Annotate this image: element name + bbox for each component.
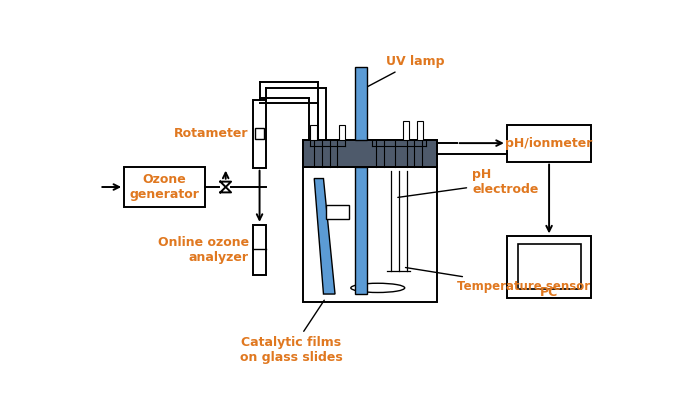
Bar xyxy=(355,67,367,140)
Bar xyxy=(403,121,409,140)
Text: Temperature sensor: Temperature sensor xyxy=(406,268,590,293)
Text: Online ozone
analyzer: Online ozone analyzer xyxy=(158,236,249,264)
Bar xyxy=(310,125,316,140)
Bar xyxy=(253,225,266,275)
Bar xyxy=(253,100,266,168)
Text: UV lamp: UV lamp xyxy=(363,55,445,89)
Bar xyxy=(507,236,591,298)
Ellipse shape xyxy=(351,283,405,293)
Polygon shape xyxy=(314,179,335,294)
Text: Rotameter: Rotameter xyxy=(174,127,249,141)
Bar xyxy=(124,167,205,207)
Bar xyxy=(355,167,367,294)
Bar xyxy=(303,140,437,302)
Bar xyxy=(507,125,591,162)
Text: PC: PC xyxy=(540,286,558,299)
Bar xyxy=(326,206,349,220)
Text: pH/ionmeter: pH/ionmeter xyxy=(505,137,593,150)
Bar xyxy=(417,121,423,140)
Bar xyxy=(518,244,581,289)
Text: pH
electrode: pH electrode xyxy=(398,168,538,197)
Bar xyxy=(255,128,264,139)
Text: Ozone
generator: Ozone generator xyxy=(130,173,199,201)
Bar xyxy=(303,140,437,167)
Text: Catalytic films
on glass slides: Catalytic films on glass slides xyxy=(240,300,342,364)
Bar xyxy=(339,125,345,140)
